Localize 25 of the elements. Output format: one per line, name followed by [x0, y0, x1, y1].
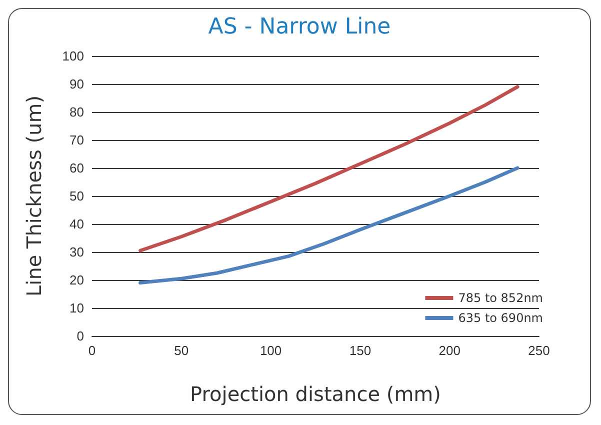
y-tick-label: 40	[70, 216, 84, 232]
x-tick-label: 100	[260, 343, 282, 358]
y-tick-label: 90	[70, 76, 84, 92]
rounded-frame: Line Thickness (um) Projection distance (mm) 0 10 20 30 40 50 60 70 80 90 100 0 50 100 150 200 250 785 to 852nm 635 to 690nm AS - Narrow Line	[8, 8, 591, 415]
x-tick-label: 50	[174, 343, 189, 358]
y-tick-label: 30	[70, 244, 84, 260]
line-series	[138, 85, 520, 252]
legend-label: 635 to 690nm	[458, 311, 543, 325]
y-tick-label: 0	[76, 328, 84, 344]
line-series	[138, 166, 520, 285]
y-tick-label: 60	[70, 160, 84, 176]
y-tick-label: 50	[70, 188, 84, 204]
x-axis-title: Projection distance (mm)	[190, 382, 441, 406]
y-tick-label: 20	[70, 272, 84, 288]
x-tick-label: 150	[349, 343, 372, 358]
y-tick-label: 80	[70, 104, 84, 120]
y-tick-label: 10	[70, 300, 84, 316]
x-tick-label: 200	[438, 343, 460, 358]
y-tick-label: 70	[70, 132, 84, 148]
x-tick-label: 0	[88, 343, 96, 358]
x-tick-label: 250	[528, 343, 550, 358]
legend-label: 785 to 852nm	[458, 291, 543, 305]
y-tick-label: 100	[62, 48, 84, 64]
y-axis-title: Line Thickness (um)	[22, 95, 46, 297]
chart-title: AS - Narrow Line	[208, 14, 391, 40]
